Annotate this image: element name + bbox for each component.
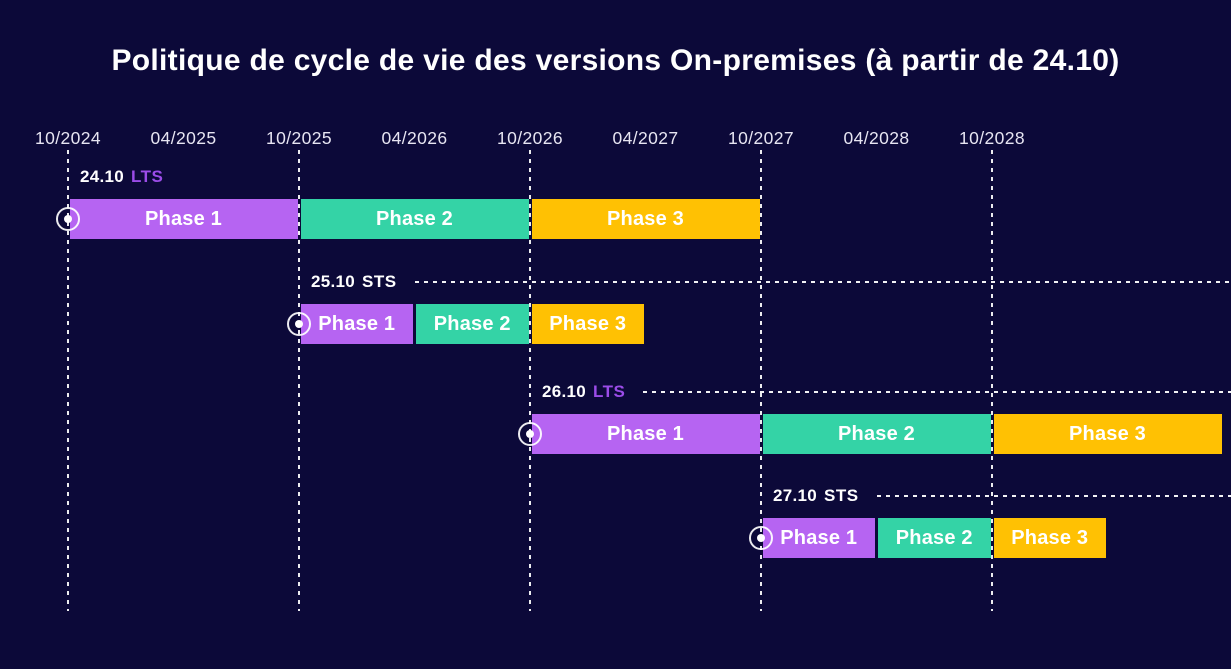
axis-tick-label: 04/2026 (381, 128, 448, 148)
gridline-vertical (298, 150, 300, 611)
chart-title: Politique de cycle de vie des versions O… (111, 44, 1120, 77)
gridline-vertical (760, 150, 762, 611)
axis-tick-label: 04/2028 (843, 128, 910, 148)
channel-badge: STS (362, 272, 397, 291)
version-label: 27.10 STS (773, 485, 1231, 507)
axis-tick-label: 04/2027 (612, 128, 679, 148)
phase-segment-3: Phase 3 (993, 414, 1222, 454)
channel-badge: STS (824, 486, 859, 505)
release-marker-icon (287, 312, 311, 336)
version-number: 26.10 (542, 382, 587, 401)
release-marker-icon (56, 207, 80, 231)
version-label: 24.10 LTS (80, 166, 1231, 188)
phase-segment-2: Phase 2 (878, 518, 991, 558)
axis-tick-label: 04/2025 (150, 128, 217, 148)
label-dash-line (643, 391, 1231, 393)
release-marker-icon (749, 526, 773, 550)
gridline-vertical (529, 150, 531, 611)
label-dash-line (414, 281, 1231, 283)
gridline-vertical (991, 150, 993, 611)
axis-tick-label: 10/2026 (496, 128, 564, 148)
version-label: 25.10 STS (311, 271, 1231, 293)
axis-tick-label: 10/2024 (34, 128, 102, 148)
version-number: 25.10 (311, 272, 356, 291)
axis-tick-label: 10/2025 (265, 128, 333, 148)
axis-tick-label: 10/2027 (727, 128, 795, 148)
phase-segment-1: Phase 1 (300, 304, 413, 344)
phase-segment-2: Phase 2 (762, 414, 991, 454)
phase-segment-3: Phase 3 (993, 518, 1106, 558)
version-number: 27.10 (773, 486, 818, 505)
release-marker-dot (64, 215, 72, 223)
version-number: 24.10 (80, 167, 125, 186)
label-dash-line (876, 495, 1231, 497)
phase-segment-1: Phase 1 (531, 414, 760, 454)
release-marker-dot (526, 430, 534, 438)
release-marker-icon (518, 422, 542, 446)
phase-segment-3: Phase 3 (531, 304, 644, 344)
phase-segment-1: Phase 1 (762, 518, 875, 558)
phase-segment-1: Phase 1 (69, 199, 298, 239)
phase-segment-3: Phase 3 (531, 199, 760, 239)
axis-tick-label: 10/2028 (958, 128, 1026, 148)
release-marker-dot (295, 320, 303, 328)
phase-segment-2: Phase 2 (300, 199, 529, 239)
version-label: 26.10 LTS (542, 381, 1231, 403)
channel-badge: LTS (131, 167, 164, 186)
release-marker-dot (757, 534, 765, 542)
phase-segment-2: Phase 2 (416, 304, 529, 344)
channel-badge: LTS (593, 382, 626, 401)
gridline-vertical (67, 150, 69, 611)
